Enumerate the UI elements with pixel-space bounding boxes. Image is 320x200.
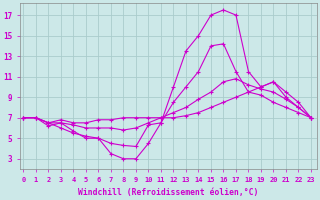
X-axis label: Windchill (Refroidissement éolien,°C): Windchill (Refroidissement éolien,°C) (78, 188, 259, 197)
